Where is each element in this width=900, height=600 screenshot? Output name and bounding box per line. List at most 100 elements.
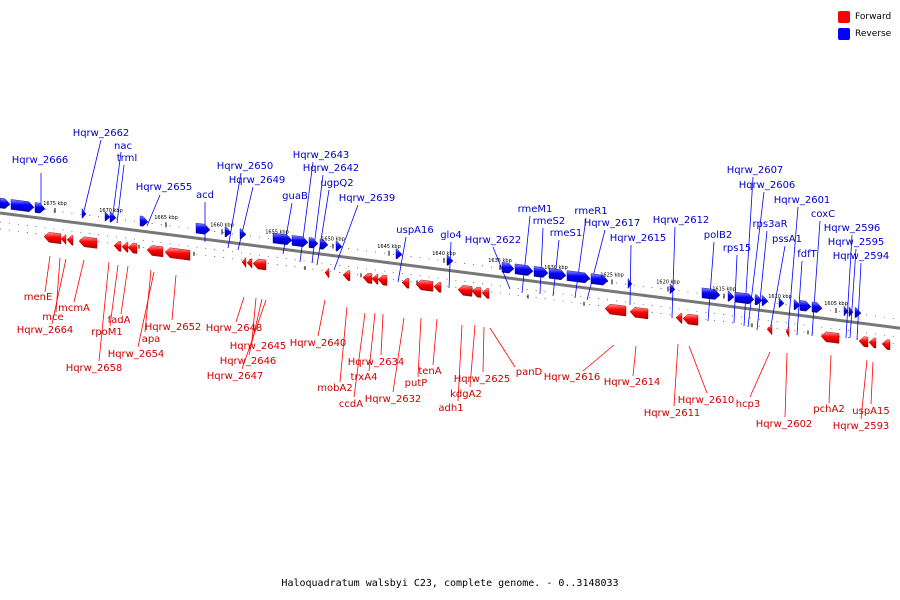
forward-gene-label-hqrw-2616: Hqrw_2616 — [544, 372, 601, 383]
forward-gene-label-hqrw-2610: Hqrw_2610 — [678, 395, 735, 406]
forward-gene-label-hqrw-2625: Hqrw_2625 — [454, 374, 511, 385]
guide-lane — [0, 228, 900, 345]
leader-line — [747, 191, 765, 328]
leader-line — [432, 318, 438, 366]
scale-label: 1605 kbp — [824, 301, 848, 307]
scale-label: 1645 kbp — [377, 244, 401, 250]
forward-gene-arrow — [246, 257, 253, 269]
reverse-gene-arrow — [501, 262, 515, 274]
forward-gene-arrow — [629, 307, 649, 320]
guide-lane — [0, 221, 900, 338]
reverse-gene-arrow — [848, 306, 854, 318]
scale-label: 1650 kbp — [321, 237, 345, 243]
leader-line — [574, 217, 587, 299]
leader-line — [769, 245, 786, 332]
forward-gene-arrow — [457, 285, 473, 297]
scale-label: 1615 kbp — [712, 287, 736, 293]
reverse-gene-label-hqrw-2666: Hqrw_2666 — [12, 155, 69, 166]
leader-line — [811, 220, 821, 337]
reverse-gene-label-hqrw-2639: Hqrw_2639 — [339, 193, 396, 204]
caption: Haloquadratum walsbyi C23, complete geno… — [281, 578, 619, 589]
forward-gene-label-hqrw-2652: Hqrw_2652 — [145, 322, 202, 333]
forward-gene-arrow — [785, 326, 790, 338]
reverse-gene-label-hqrw-2612: Hqrw_2612 — [653, 215, 710, 226]
reverse-gene-label-hqrw-2596: Hqrw_2596 — [824, 223, 881, 234]
forward-gene-arrow — [164, 247, 191, 261]
reverse-gene-arrow — [34, 202, 46, 214]
reverse-gene-label-guab: guaB — [282, 191, 308, 202]
scale-label: 1660 kbp — [210, 222, 234, 228]
reverse-gene-label-hqrw-2642: Hqrw_2642 — [303, 163, 360, 174]
scale-label: 1675 kbp — [43, 201, 67, 207]
forward-gene-label-hqrw-2648: Hqrw_2648 — [206, 323, 263, 334]
leader-line — [733, 254, 738, 324]
forward-gene-arrow — [881, 339, 891, 351]
leader-line — [629, 244, 632, 306]
reverse-gene-label-glo4: glo4 — [440, 230, 462, 241]
forward-gene-label-kdga2: kdgA2 — [450, 389, 482, 400]
forward-gene-arrow — [241, 256, 247, 269]
forward-gene-arrow — [66, 235, 74, 246]
leader-line — [333, 204, 359, 271]
legend-label-forward: Forward — [855, 11, 892, 22]
reverse-gene-arrow — [627, 277, 633, 289]
forward-gene-label-putp: putP — [405, 378, 428, 389]
reverse-gene-label-polb2: polB2 — [704, 230, 732, 241]
leader-line — [796, 260, 803, 336]
leader-line — [116, 164, 125, 224]
reverse-gene-arrow — [727, 290, 735, 302]
reverse-gene-arrow — [446, 254, 454, 266]
leader-line — [316, 189, 330, 266]
reverse-gene-arrow — [761, 295, 769, 306]
leader-line — [457, 324, 463, 402]
forward-gene-label-hqrw-2664: Hqrw_2664 — [17, 325, 74, 336]
leader-line — [492, 246, 511, 290]
reverse-gene-arrow — [799, 300, 812, 312]
forward-gene-arrow — [43, 232, 62, 245]
forward-gene-arrow — [766, 324, 773, 336]
forward-gene-label-hqrw-2646: Hqrw_2646 — [220, 356, 277, 367]
leader-line — [311, 174, 324, 264]
reverse-gene-label-pssa1: pssA1 — [772, 234, 802, 245]
forward-gene-label-hqrw-2634: Hqrw_2634 — [348, 357, 405, 368]
leader-line — [552, 239, 560, 297]
reverse-gene-label-fdft: fdfT — [797, 249, 817, 260]
leader-line — [171, 274, 177, 321]
leader-line — [120, 265, 129, 315]
reverse-gene-label-coxc: coxC — [811, 209, 835, 220]
reverse-gene-label-hqrw-2662: Hqrw_2662 — [73, 128, 130, 139]
reverse-gene-arrow — [669, 283, 676, 295]
leader-line — [368, 312, 376, 372]
leader-line — [227, 172, 242, 249]
reverse-gene-label-hqrw-2601: Hqrw_2601 — [774, 195, 831, 206]
reverse-gene-label-hqrw-2622: Hqrw_2622 — [465, 235, 522, 246]
reverse-gene-arrow — [533, 266, 549, 278]
reverse-gene-label-hqrw-2643: Hqrw_2643 — [293, 150, 350, 161]
leader-line — [707, 241, 715, 322]
forward-gene-label-hcp3: hcp3 — [736, 399, 761, 410]
forward-gene-label-hqrw-2593: Hqrw_2593 — [833, 421, 890, 432]
reverse-gene-label-uspa16: uspA16 — [396, 225, 433, 236]
reverse-gene-arrow — [272, 232, 293, 245]
leader-line — [828, 354, 832, 404]
forward-gene-arrow — [121, 242, 129, 253]
scale-label: 1670 kbp — [99, 208, 123, 214]
leader-line — [749, 351, 771, 398]
forward-gene-label-hqrw-2645: Hqrw_2645 — [230, 341, 287, 352]
leader-line — [109, 264, 119, 327]
reverse-gene-arrow — [514, 263, 534, 276]
leader-line — [248, 298, 263, 356]
reverse-gene-arrow — [104, 210, 111, 222]
reverse-gene-label-hqrw-2615: Hqrw_2615 — [610, 233, 667, 244]
leader-line — [688, 345, 708, 394]
leader-line — [582, 344, 615, 372]
reverse-gene-label-hqrw-2594: Hqrw_2594 — [833, 251, 890, 262]
legend-item-reverse: Reverse — [838, 25, 898, 42]
leader-line — [251, 297, 257, 341]
forward-gene-arrow — [342, 270, 351, 282]
leader-line — [73, 259, 85, 303]
leader-line — [586, 229, 606, 301]
reverse-gene-label-rmem1: rmeM1 — [518, 204, 553, 215]
leader-line — [241, 299, 267, 370]
forward-gene-label-pcha2: pchA2 — [813, 404, 844, 415]
